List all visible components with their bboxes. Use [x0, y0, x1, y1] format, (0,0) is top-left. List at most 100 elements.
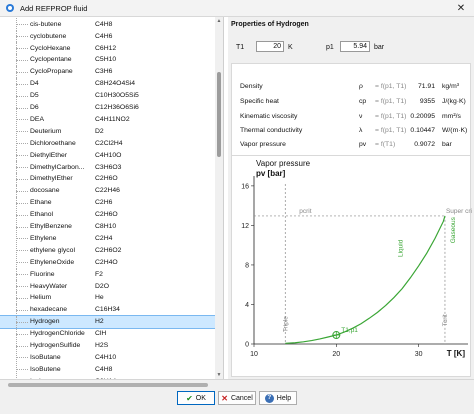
- supercritical-label: Super critical: [446, 208, 472, 215]
- fluid-row[interactable]: DEA C4H11NO2: [0, 113, 216, 126]
- fluid-row[interactable]: HydrogenSulfide H2S: [0, 339, 216, 352]
- fluid-name: D6: [30, 104, 39, 111]
- fluid-row[interactable]: Ethane C2H6: [0, 197, 216, 210]
- fluid-formula: C4H10: [95, 354, 116, 361]
- scrollbar-thumb[interactable]: [217, 72, 221, 157]
- fluid-row[interactable]: cyclobutene C4H6: [0, 30, 216, 43]
- scroll-down-icon[interactable]: ▼: [216, 372, 222, 378]
- property-name: Specific heat: [240, 98, 279, 105]
- fluid-row[interactable]: HeavyWater D2O: [0, 280, 216, 293]
- fluid-row[interactable]: EthyleneOxide C2H4O: [0, 256, 216, 269]
- tree-branch: [16, 262, 28, 263]
- tree-vertical-scrollbar[interactable]: ▲ ▼: [215, 17, 223, 379]
- scroll-up-icon[interactable]: ▲: [216, 18, 222, 24]
- fluid-name: cyclobutene: [30, 33, 66, 40]
- y-tick-label: 8: [245, 262, 249, 269]
- fluid-formula: C2H6: [95, 199, 112, 206]
- y-tick-label: 16: [241, 183, 249, 190]
- fluid-row[interactable]: D5 C10H30O5Si5: [0, 89, 216, 102]
- vapor-pressure-chart: Vapor pressure pv [bar] T [K] 0 4 8 12 16 10 2…: [231, 155, 471, 377]
- property-value: 0.20095: [410, 113, 435, 120]
- property-function: = f(p1, T1): [375, 83, 406, 90]
- fluid-formula: C3H6: [95, 68, 112, 75]
- p1-label: p1: [326, 44, 334, 51]
- fluid-name: Deuterium: [30, 128, 61, 135]
- fluid-name: ethylene glycol: [30, 247, 75, 254]
- property-symbol: pv: [359, 141, 366, 148]
- fluid-name: Helium: [30, 294, 51, 301]
- operating-point-label: T1,p1: [341, 327, 358, 334]
- x-tick-label: 30: [415, 351, 423, 358]
- tree-branch: [16, 167, 28, 168]
- y-tick-label: 12: [241, 223, 249, 230]
- tree-branch: [16, 48, 28, 49]
- fluid-row[interactable]: D6 C12H36O6Si6: [0, 101, 216, 114]
- p1-input[interactable]: 5.94: [340, 41, 370, 52]
- fluid-formula: F2: [95, 271, 103, 278]
- property-name: Thermal conductivity: [240, 127, 302, 134]
- cancel-button[interactable]: ✕ Cancel: [218, 391, 256, 405]
- liquid-label: Liquid: [398, 239, 405, 257]
- tree-branch: [16, 215, 28, 216]
- fluid-row[interactable]: ethylene glycol C2H6O2: [0, 244, 216, 257]
- fluid-name: DimethylEther: [30, 175, 73, 182]
- fluid-row[interactable]: cis-butene C4H8: [0, 18, 216, 31]
- tree-branch: [16, 346, 28, 347]
- fluid-row[interactable]: CycloHexane C6H12: [0, 42, 216, 55]
- fluid-row[interactable]: Fluorine F2: [0, 268, 216, 281]
- fluid-row[interactable]: Ethylene C2H4: [0, 232, 216, 245]
- button-bar: ✔ OK ✕ Cancel ? Help: [0, 379, 474, 414]
- help-button[interactable]: ? Help: [259, 391, 297, 405]
- fluid-row[interactable]: EthylBenzene C8H10: [0, 220, 216, 233]
- fluid-row[interactable]: DimethylEther C2H6O: [0, 173, 216, 186]
- help-label: Help: [277, 395, 291, 402]
- property-row: Specific heat cp = f(p1, T1) 9355 J/(kg·K): [232, 95, 470, 108]
- ok-button[interactable]: ✔ OK: [177, 391, 215, 405]
- fluid-formula: C22H46: [95, 187, 120, 194]
- fluid-row[interactable]: Dichloroethane C2Cl2H4: [0, 137, 216, 150]
- pcrit-label: pcrit: [299, 208, 311, 215]
- property-symbol: ρ: [359, 83, 363, 90]
- triple-label: Triple: [282, 316, 289, 332]
- fluid-formula: H2: [95, 318, 104, 325]
- ok-label: OK: [196, 395, 206, 402]
- fluid-row[interactable]: HydrogenChloride ClH: [0, 327, 216, 340]
- fluid-tree[interactable]: cis-butene C4H8 cyclobutene C4H6 CycloHexane…: [0, 17, 224, 379]
- fluid-formula: C8H10: [95, 223, 116, 230]
- fluid-row[interactable]: IsoButane C4H10: [0, 351, 216, 364]
- fluid-row[interactable]: DiethylEther C4H10O: [0, 149, 216, 162]
- fluid-formula: C2H4: [95, 235, 112, 242]
- cancel-x-icon: ✕: [221, 394, 228, 403]
- property-unit: mm²/s: [442, 113, 461, 120]
- fluid-row[interactable]: Ethanol C2H6O: [0, 208, 216, 221]
- fluid-formula: C2H6O2: [95, 247, 121, 254]
- property-symbol: cp: [359, 98, 366, 105]
- fluid-formula: C2Cl2H4: [95, 140, 123, 147]
- fluid-formula: C6H12: [95, 45, 116, 52]
- fluid-formula: C8H24O4Si4: [95, 80, 135, 87]
- fluid-row[interactable]: docosane C22H46: [0, 185, 216, 198]
- fluid-row[interactable]: hexadecane C16H34: [0, 304, 216, 317]
- hscrollbar-thumb[interactable]: [8, 383, 208, 387]
- fluid-formula: H2S: [95, 342, 108, 349]
- tree-horizontal-scrollbar[interactable]: [0, 381, 224, 389]
- fluid-name: Dichloroethane: [30, 140, 76, 147]
- tree-branch: [16, 96, 28, 97]
- fluid-name: Ethanol: [30, 211, 53, 218]
- property-unit: kg/m³: [442, 83, 459, 90]
- fluid-name: HydrogenChloride: [30, 330, 85, 337]
- fluid-row[interactable]: DimethylCarbon... C3H6O3: [0, 161, 216, 174]
- fluid-row[interactable]: IsoButene C4H8: [0, 363, 216, 376]
- fluid-row[interactable]: Hydrogen H2: [0, 316, 216, 329]
- t1-input[interactable]: 20: [256, 41, 284, 52]
- fluid-name: Fluorine: [30, 271, 55, 278]
- fluid-row[interactable]: CycloPropane C3H6: [0, 66, 216, 79]
- tree-branch: [16, 60, 28, 61]
- fluid-row[interactable]: Helium He: [0, 292, 216, 305]
- fluid-row[interactable]: D4 C8H24O4Si4: [0, 78, 216, 91]
- close-button[interactable]: ✕: [448, 0, 474, 17]
- fluid-row[interactable]: Deuterium D2: [0, 125, 216, 138]
- fluid-name: docosane: [30, 187, 59, 194]
- fluid-row[interactable]: Cyclopentane C5H10: [0, 54, 216, 67]
- fluid-formula: C2H6O: [95, 211, 118, 218]
